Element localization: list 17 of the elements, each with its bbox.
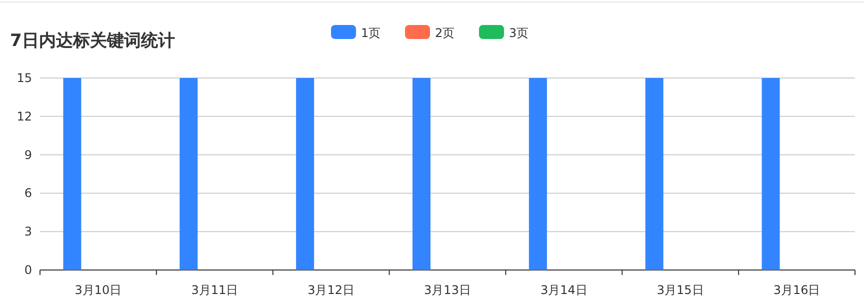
y-tick-label: 3 (24, 224, 32, 239)
y-tick-label: 9 (24, 148, 32, 162)
chart-title: 7日内达标关键词统计 (10, 31, 175, 51)
x-tick-label: 3月11日 (191, 283, 238, 297)
x-tick-label: 3月13日 (424, 283, 471, 297)
x-tick-label: 3月12日 (308, 283, 355, 297)
legend-label: 2页 (435, 26, 455, 40)
x-tick-label: 3月14日 (540, 283, 588, 297)
x-tick-label: 3月10日 (74, 283, 122, 297)
x-tick-label: 3月15日 (656, 283, 704, 297)
y-tick-label: 12 (16, 109, 32, 124)
x-tick-label: 3月16日 (773, 283, 820, 297)
y-tick-label: 6 (24, 186, 32, 200)
y-tick-label: 15 (16, 71, 32, 85)
legend-label: 1页 (361, 26, 381, 40)
y-tick-label: 0 (24, 263, 32, 277)
legend-label: 3页 (509, 26, 529, 40)
